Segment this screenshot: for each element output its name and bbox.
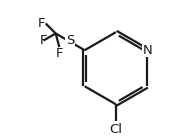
Text: S: S: [66, 34, 74, 47]
Text: F: F: [56, 47, 63, 60]
Text: F: F: [38, 17, 46, 30]
Text: N: N: [143, 44, 153, 57]
Text: Cl: Cl: [109, 123, 122, 136]
Text: F: F: [40, 34, 47, 47]
